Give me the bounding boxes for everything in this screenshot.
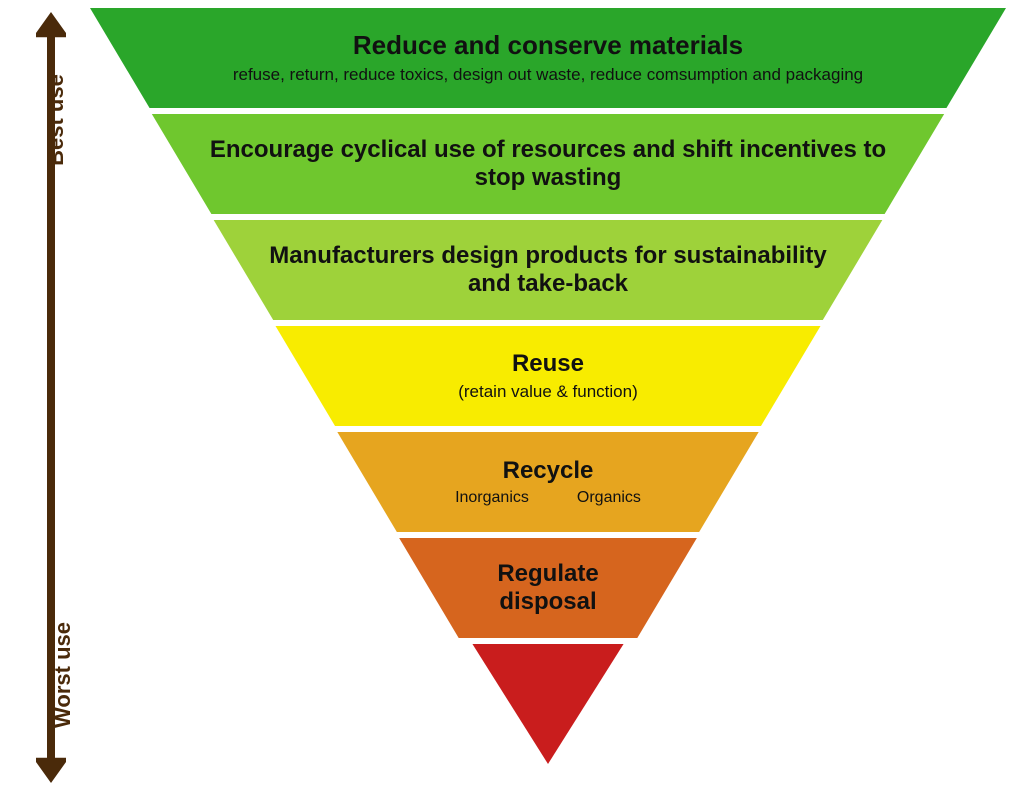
funnel-tier-4: Reuse (retain value & function) <box>90 326 1006 426</box>
funnel-tier-1: Reduce and conserve materials refuse, ret… <box>90 8 1006 108</box>
tier-subtitle-right: Organics <box>577 489 641 507</box>
tier-title: Recycle <box>491 457 606 485</box>
axis-label-worst: Worst use <box>50 622 76 728</box>
funnel-tier-7 <box>90 644 1006 764</box>
funnel-tier-2: Encourage cyclical use of resources and … <box>90 114 1006 214</box>
axis: Best use Worst use <box>36 12 66 783</box>
tier-shape <box>90 644 1006 764</box>
tier-subtitle: refuse, return, reduce toxics, design ou… <box>221 65 875 85</box>
funnel-tier-5: Recycle Inorganics Organics <box>90 432 1006 532</box>
tier-subtitle-columns: Inorganics Organics <box>455 489 641 507</box>
diagram-stage: Best use Worst use Reduce and conserve m… <box>0 0 1024 795</box>
tier-title: Reuse <box>500 350 596 378</box>
funnel-tier-6: Regulate disposal <box>90 538 1006 638</box>
tier-title: Reduce and conserve materials <box>341 31 755 61</box>
funnel-tier-3: Manufacturers design products for sustai… <box>90 220 1006 320</box>
axis-label-best: Best use <box>43 74 69 166</box>
tier-title: Manufacturers design products for sustai… <box>253 242 842 297</box>
funnel: Reduce and conserve materials refuse, ret… <box>90 8 1006 787</box>
tier-subtitle: (retain value & function) <box>446 382 650 402</box>
tier-title: Encourage cyclical use of resources and … <box>192 136 905 191</box>
tier-subtitle-left: Inorganics <box>455 489 529 507</box>
tier-title: Regulate disposal <box>439 560 657 615</box>
